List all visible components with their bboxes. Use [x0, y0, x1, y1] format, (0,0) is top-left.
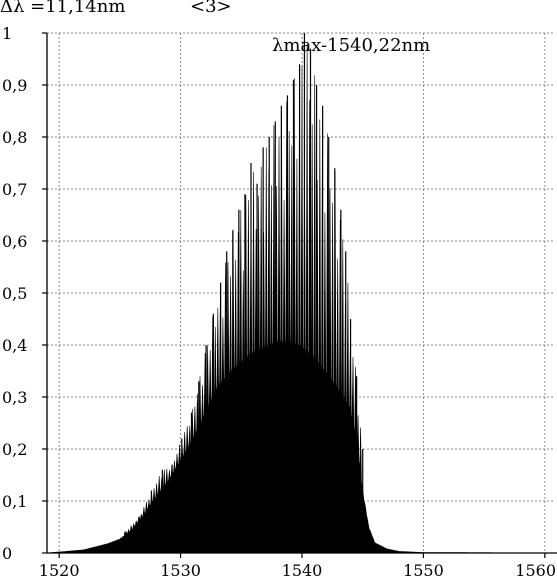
y-tick-label: 0,6 [2, 232, 27, 251]
curve-number-annotation: <3> [190, 0, 232, 17]
x-tick-label: 1550 [403, 561, 444, 577]
x-tick-label: 1520 [39, 561, 80, 577]
y-tick-label: 0,5 [2, 284, 27, 303]
y-tick-label: 1 [2, 24, 12, 43]
x-tick-label: 1560 [515, 561, 556, 577]
y-tick-label: 0,9 [2, 76, 27, 95]
y-tick-label: 0 [2, 544, 12, 563]
peak-wavelength-annotation: λmax-1540,22nm [272, 35, 430, 56]
y-tick-label: 0,2 [2, 440, 27, 459]
axes [42, 32, 557, 558]
y-tick-label: 0,1 [2, 492, 27, 511]
x-tick-label: 1540 [282, 561, 323, 577]
x-tick-labels: 1520 1530 1540 1550 1560 [39, 561, 556, 577]
spectrum-area [46, 44, 557, 554]
y-tick-labels: 0 0,1 0,2 0,3 0,4 0,5 0,6 0,7 0,8 0,9 1 [2, 24, 27, 563]
y-tick-label: 0,3 [2, 388, 27, 407]
y-tick-label: 0,8 [2, 128, 27, 147]
bandwidth-annotation: Δλ =11,14nm [0, 0, 125, 17]
y-tick-label: 0,4 [2, 336, 27, 355]
y-tick-label: 0,7 [2, 180, 27, 199]
x-tick-label: 1530 [160, 561, 201, 577]
